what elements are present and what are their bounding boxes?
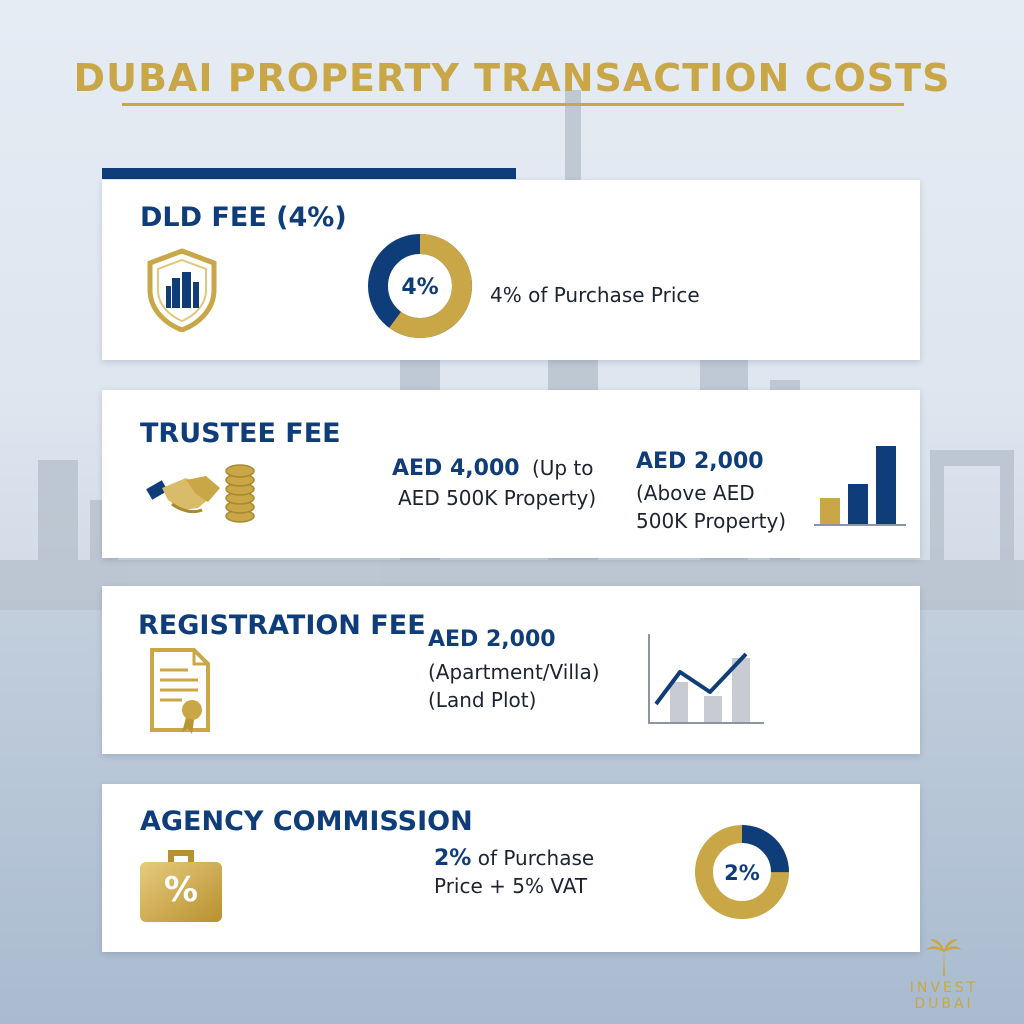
- agency-commission-title: AGENCY COMMISSION: [140, 806, 473, 837]
- briefcase-percent-symbol: %: [163, 870, 199, 910]
- agency-commission-text-b: Price + 5% VAT: [434, 874, 588, 898]
- agency-commission-rate: 2%: [434, 846, 472, 871]
- logo-line-1: INVEST: [909, 980, 979, 996]
- invest-dubai-logo: INVEST DUBAI: [904, 936, 984, 1012]
- briefcase-percent-icon: %: [138, 846, 224, 924]
- trustee-low-amount: AED 4,000: [392, 456, 520, 481]
- accent-bar: [102, 168, 516, 179]
- trustee-low-note-a: (Up to: [531, 456, 594, 480]
- trustee-low-note-b: AED 500K Property): [398, 486, 597, 510]
- agency-commission-card: AGENCY COMMISSION % 2% of Purchase Price…: [102, 784, 920, 952]
- dld-fee-donut-chart: 4%: [368, 234, 472, 338]
- donut-segment: [695, 825, 789, 919]
- trustee-high-note-b: 500K Property): [636, 509, 787, 533]
- certificate-icon: [150, 648, 210, 734]
- handshake-coins-icon: [146, 464, 255, 523]
- trustee-fee-title: TRUSTEE FEE: [140, 418, 341, 449]
- agency-commission-text-a: of Purchase: [471, 846, 595, 870]
- logo-line-2: DUBAI: [914, 996, 974, 1012]
- trustee-high-amount: AED 2,000: [636, 449, 764, 474]
- trustee-fee-card: TRUSTEE FEE AED 4,000 (Up to AED 500K Pr…: [102, 390, 920, 558]
- registration-fee-title: REGISTRATION FEE: [138, 610, 426, 641]
- dld-fee-description: 4% of Purchase Price: [490, 283, 700, 307]
- title-underline: [122, 103, 904, 106]
- bar-chart-icon: [814, 446, 906, 526]
- agency-commission-rate-line: 2% of Purchase: [434, 844, 594, 873]
- palm-tree-icon: [926, 939, 962, 976]
- registration-line-1: (Apartment/Villa): [428, 660, 600, 684]
- donut-segment: [368, 234, 472, 338]
- trustee-low-amount-block: AED 4,000 (Up to: [392, 454, 594, 483]
- registration-amount: AED 2,000: [428, 627, 556, 652]
- line-chart-icon: [648, 634, 764, 724]
- trustee-high-note-a: (Above AED: [636, 481, 755, 505]
- agency-commission-donut-chart: 2%: [695, 825, 789, 919]
- registration-fee-card: REGISTRATION FEE AED 2,000 (Apartment/Vi…: [102, 586, 920, 754]
- shield-building-icon: [147, 248, 217, 332]
- donut-label: 2%: [724, 861, 760, 885]
- dld-fee-title: DLD FEE (4%): [140, 202, 347, 233]
- donut-label: 4%: [401, 275, 438, 300]
- dld-fee-card: DLD FEE (4%) 4% 4% of Purchase Price: [102, 180, 920, 360]
- registration-line-2: (Land Plot): [428, 688, 537, 712]
- page-title: DUBAI PROPERTY TRANSACTION COSTS: [73, 56, 951, 100]
